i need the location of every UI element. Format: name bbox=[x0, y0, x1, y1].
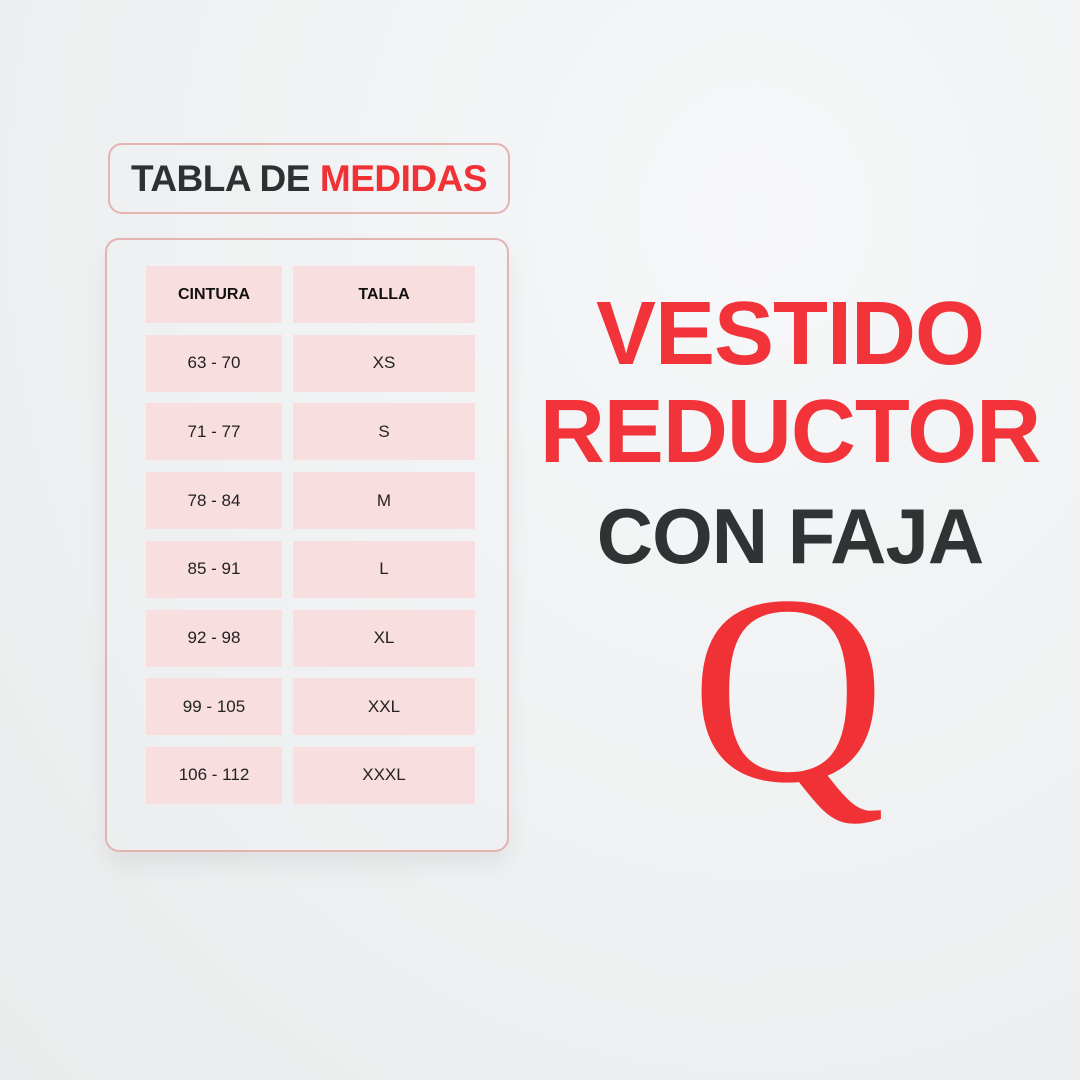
size-cell: S bbox=[293, 403, 475, 461]
size-table: CINTURA TALLA 63 - 70 XS 71 - 77 S 78 - 84 M 85 … bbox=[105, 238, 509, 852]
table-header-cell: TALLA bbox=[293, 266, 475, 323]
headline-line-2: REDUCTOR bbox=[539, 382, 1041, 482]
waist-cell: 85 - 91 bbox=[146, 540, 282, 598]
table-header-cell: CINTURA bbox=[146, 266, 282, 323]
size-cell: L bbox=[293, 540, 475, 598]
waist-cell: 99 - 105 bbox=[146, 678, 282, 736]
size-chart-title: TABLA DE MEDIDAS bbox=[108, 143, 510, 214]
waist-cell: 71 - 77 bbox=[146, 403, 282, 461]
size-cell: XL bbox=[293, 609, 475, 667]
waist-cell: 63 - 70 bbox=[146, 334, 282, 392]
size-cell: XS bbox=[293, 334, 475, 392]
size-cell: XXXL bbox=[293, 746, 475, 804]
waist-cell: 106 - 112 bbox=[146, 746, 282, 804]
headline-line-1: VESTIDO bbox=[595, 284, 985, 384]
size-cell: XXL bbox=[293, 678, 475, 736]
headline-line-3: CON FAJA bbox=[596, 492, 984, 580]
waist-cell: 78 - 84 bbox=[146, 472, 282, 530]
title-part-red: MEDIDAS bbox=[319, 157, 488, 199]
title-part-dark: TABLA DE bbox=[130, 157, 310, 199]
brand-logo-q: Q bbox=[690, 540, 886, 839]
waist-cell: 92 - 98 bbox=[146, 609, 282, 667]
size-cell: M bbox=[293, 472, 475, 530]
